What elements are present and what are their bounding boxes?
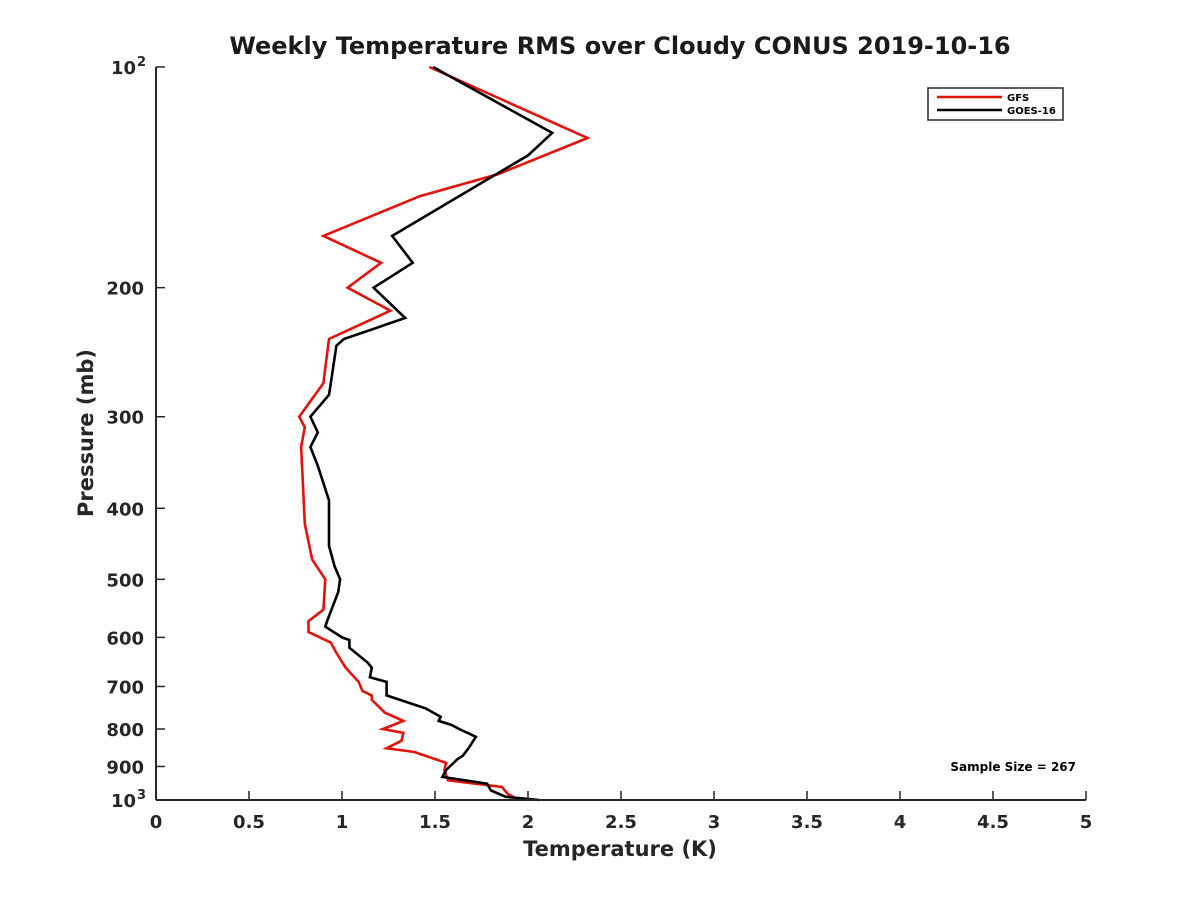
y-tick-label: 600 xyxy=(106,628,144,649)
x-axis-label: Temperature (K) xyxy=(523,837,717,861)
x-tick-label: 1.5 xyxy=(419,812,451,833)
x-tick-label: 1 xyxy=(336,812,349,833)
series-line-goes-16 xyxy=(308,65,555,802)
plot-area: 0 0.5 1 1.5 2 2.5 3 3.5 4 4.5 5 10 2200300400500600… xyxy=(106,55,1092,833)
y-tick-label: 10 xyxy=(111,791,136,812)
sample-size-annotation: Sample Size = 267 xyxy=(950,760,1076,774)
x-tick-label: 3.5 xyxy=(791,812,823,833)
series-layer xyxy=(297,65,591,802)
x-tick-label: 0 xyxy=(150,812,163,833)
y-tick-label: 500 xyxy=(106,570,144,591)
legend: GFS GOES-16 xyxy=(927,87,1064,121)
legend-entries: GFS GOES-16 xyxy=(937,93,1056,117)
legend-label: GOES-16 xyxy=(1007,106,1056,117)
x-tick-label: 3 xyxy=(708,812,721,833)
series-line-gfs xyxy=(297,65,591,802)
y-tick-label: 400 xyxy=(106,499,144,520)
legend-label: GFS xyxy=(1007,93,1029,104)
y-tick-label: 700 xyxy=(106,677,144,698)
x-tick-label: 2.5 xyxy=(605,812,637,833)
x-tick-label: 4 xyxy=(894,812,907,833)
y-tick-label: 800 xyxy=(106,720,144,741)
y-tick-label: 300 xyxy=(106,408,144,429)
chart-title: Weekly Temperature RMS over Cloudy CONUS… xyxy=(229,32,1010,60)
y-axis-label: Pressure (mb) xyxy=(74,349,98,517)
y-tick-exponent: 2 xyxy=(137,55,146,70)
x-tick-label: 0.5 xyxy=(233,812,265,833)
x-tick-label: 2 xyxy=(522,812,535,833)
x-tick-label: 5 xyxy=(1080,812,1093,833)
y-tick-exponent: 3 xyxy=(137,788,146,803)
y-tick-label: 10 xyxy=(111,58,136,79)
legend-box xyxy=(927,87,1064,121)
y-tick-label: 900 xyxy=(106,757,144,778)
y-tick-label: 200 xyxy=(106,279,144,300)
x-tick-label: 4.5 xyxy=(977,812,1009,833)
x-axis-ticks: 0 0.5 1 1.5 2 2.5 3 3.5 4 4.5 5 xyxy=(150,791,1093,833)
